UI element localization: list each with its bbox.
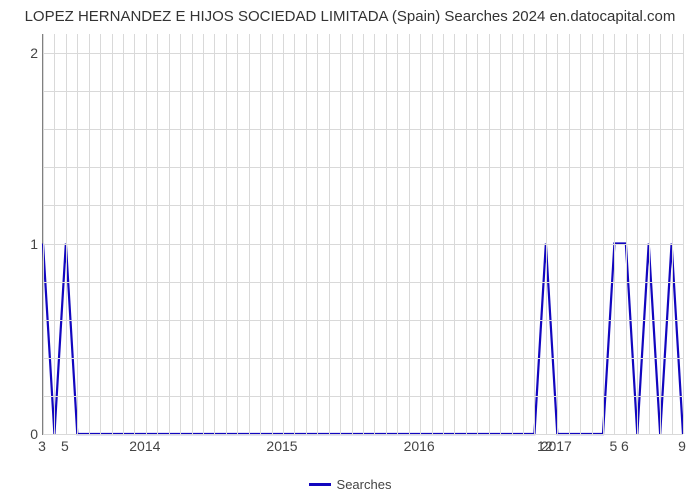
gridline-v [672, 34, 673, 434]
gridline-v [489, 34, 490, 434]
gridline-v [249, 34, 250, 434]
gridline-v [169, 34, 170, 434]
gridline-v [580, 34, 581, 434]
plot-area [42, 34, 683, 435]
gridline-v [386, 34, 387, 434]
gridline-v [534, 34, 535, 434]
xtick-year: 2016 [404, 438, 435, 454]
gridline-v [649, 34, 650, 434]
gridline-v [683, 34, 684, 434]
gridline-v [432, 34, 433, 434]
gridline-v [363, 34, 364, 434]
gridline-v [100, 34, 101, 434]
xtick-year: 2015 [266, 438, 297, 454]
legend-label: Searches [337, 477, 392, 492]
ytick-label: 2 [8, 45, 38, 61]
gridline-v [352, 34, 353, 434]
gridline-v [180, 34, 181, 434]
xtick-point: 3 [38, 438, 46, 454]
gridline-v [592, 34, 593, 434]
gridline-v [637, 34, 638, 434]
gridline-v [157, 34, 158, 434]
gridline-v [454, 34, 455, 434]
gridline-v [112, 34, 113, 434]
xtick-year: 2014 [129, 438, 160, 454]
xtick-point: 5 [61, 438, 69, 454]
gridline-v [260, 34, 261, 434]
gridline-v [317, 34, 318, 434]
gridline-v [443, 34, 444, 434]
gridline-v [66, 34, 67, 434]
gridline-v [603, 34, 604, 434]
gridline-v [134, 34, 135, 434]
gridline-v [123, 34, 124, 434]
gridline-v [43, 34, 44, 434]
xtick-point: 12 [537, 438, 553, 454]
gridline-v [192, 34, 193, 434]
ytick-label: 0 [8, 426, 38, 442]
gridline-v [237, 34, 238, 434]
gridline-v [420, 34, 421, 434]
xtick-point: 9 [678, 438, 686, 454]
xtick-point: 5 [610, 438, 618, 454]
gridline-v [660, 34, 661, 434]
gridline-v [54, 34, 55, 434]
legend: Searches [0, 476, 700, 492]
chart-container: LOPEZ HERNANDEZ E HIJOS SOCIEDAD LIMITAD… [0, 0, 700, 500]
gridline-v [500, 34, 501, 434]
gridline-v [77, 34, 78, 434]
gridline-v [329, 34, 330, 434]
gridline-v [146, 34, 147, 434]
gridline-v [523, 34, 524, 434]
chart-title: LOPEZ HERNANDEZ E HIJOS SOCIEDAD LIMITAD… [0, 8, 700, 25]
gridline-v [569, 34, 570, 434]
gridline-v [512, 34, 513, 434]
gridline-v [226, 34, 227, 434]
xtick-point: 6 [621, 438, 629, 454]
gridline-v [306, 34, 307, 434]
gridline-v [477, 34, 478, 434]
gridline-v [89, 34, 90, 434]
gridline-v [546, 34, 547, 434]
gridline-h [43, 434, 683, 435]
gridline-v [283, 34, 284, 434]
gridline-v [626, 34, 627, 434]
gridline-v [397, 34, 398, 434]
ytick-label: 1 [8, 236, 38, 252]
gridline-v [409, 34, 410, 434]
gridline-v [203, 34, 204, 434]
gridline-v [294, 34, 295, 434]
legend-swatch [309, 483, 331, 486]
gridline-v [614, 34, 615, 434]
gridline-v [272, 34, 273, 434]
gridline-v [340, 34, 341, 434]
gridline-v [374, 34, 375, 434]
gridline-v [466, 34, 467, 434]
gridline-v [214, 34, 215, 434]
gridline-v [557, 34, 558, 434]
